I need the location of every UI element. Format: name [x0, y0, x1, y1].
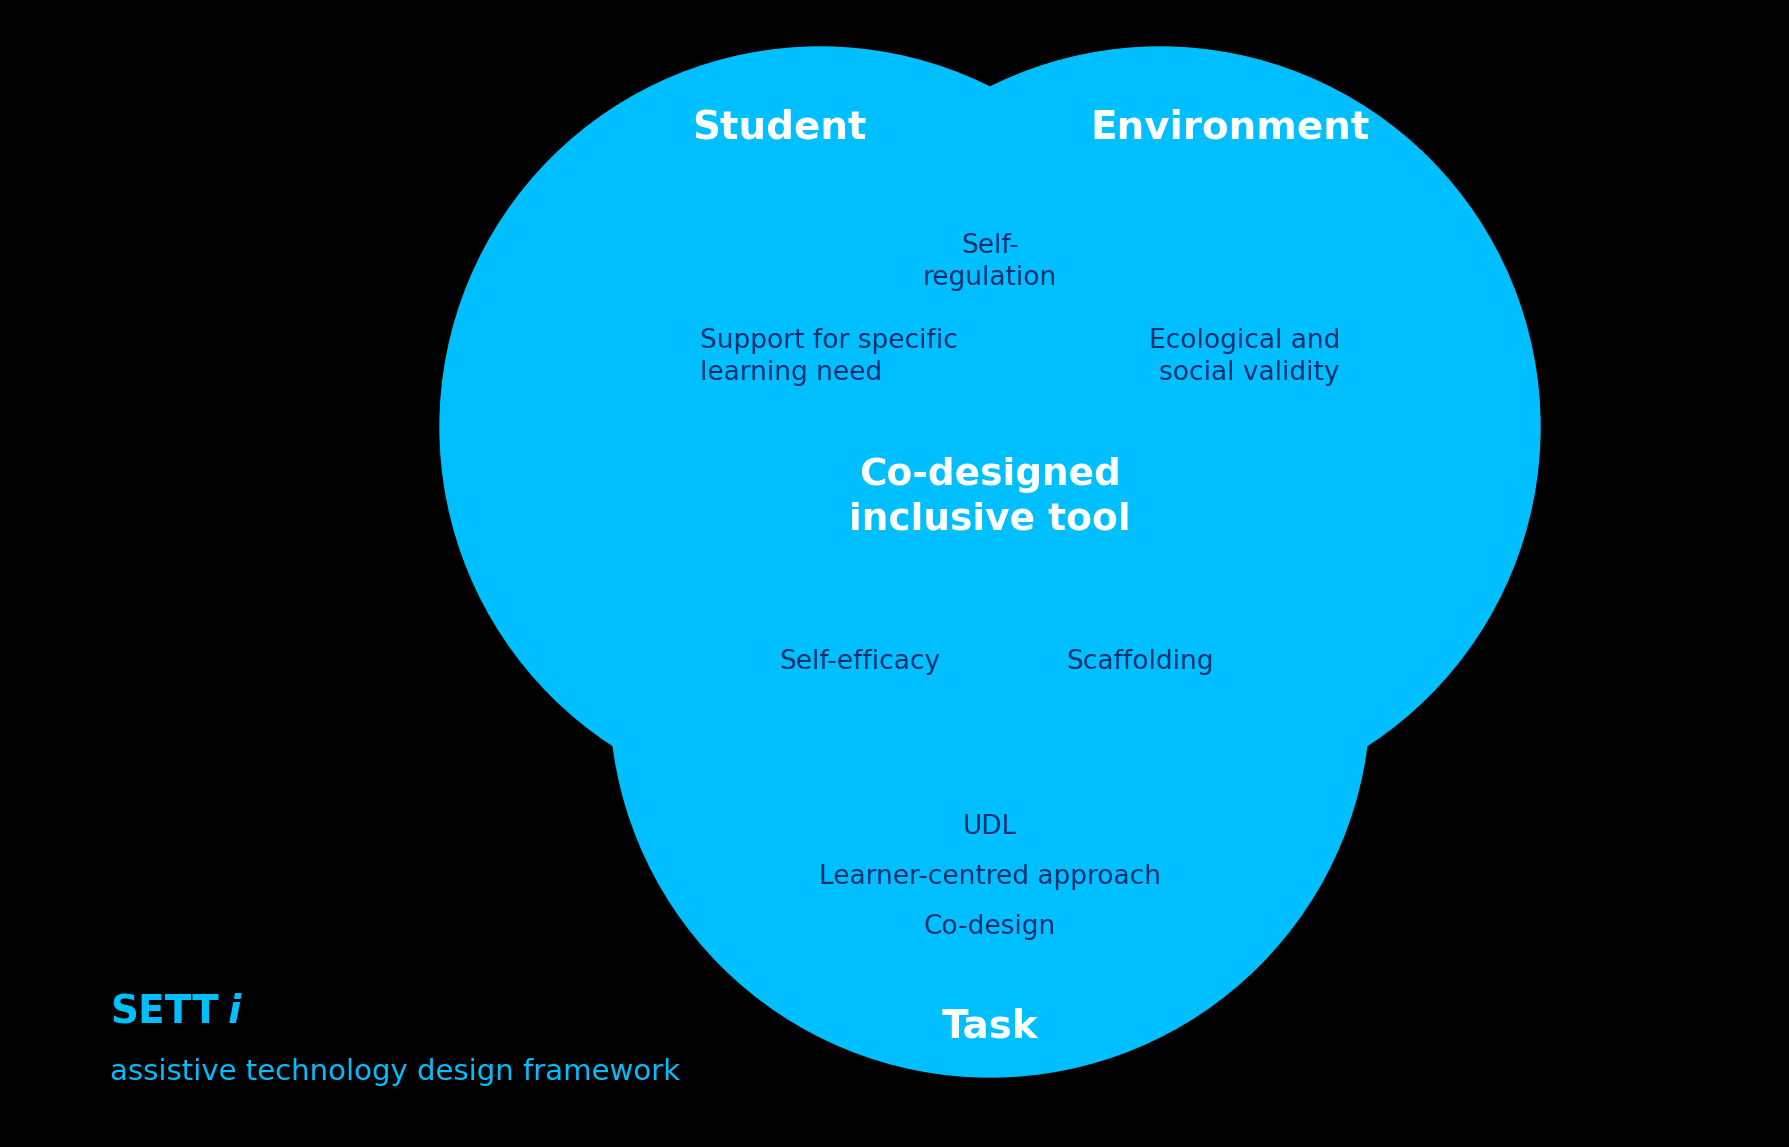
Text: Task: Task [941, 1008, 1038, 1046]
Text: Co-design: Co-design [923, 914, 1056, 941]
Text: Scaffolding: Scaffolding [1066, 649, 1213, 674]
Text: Self-efficacy: Self-efficacy [780, 649, 941, 674]
Text: Support for specific
learning need: Support for specific learning need [699, 328, 957, 387]
Text: UDL: UDL [962, 814, 1018, 840]
Text: Self-
regulation: Self- regulation [923, 233, 1057, 291]
Text: assistive technology design framework: assistive technology design framework [109, 1058, 680, 1086]
Text: Ecological and
social validity: Ecological and social validity [1149, 328, 1340, 387]
Text: Co-designed
inclusive tool: Co-designed inclusive tool [850, 457, 1131, 537]
Text: Student: Student [692, 108, 868, 146]
Ellipse shape [440, 47, 1200, 807]
Ellipse shape [780, 47, 1540, 807]
Text: SETT: SETT [109, 993, 218, 1031]
Text: Learner-centred approach: Learner-centred approach [819, 864, 1161, 890]
Text: Environment: Environment [1090, 108, 1370, 146]
Text: i: i [227, 993, 242, 1031]
Ellipse shape [610, 317, 1370, 1077]
